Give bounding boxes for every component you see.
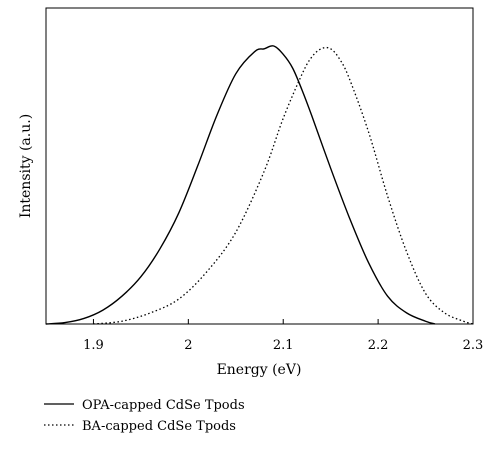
y-axis-label: Intensity (a.u.) [18,114,34,218]
x-tick-label: 2 [184,338,192,353]
plot-frame [45,7,474,325]
legend-label-opa: OPA-capped CdSe Tpods [82,398,245,413]
series-line-opa [45,45,436,325]
x-tick-label: 2.3 [463,338,484,353]
x-tick-label: 2.2 [368,338,389,353]
legend: OPA-capped CdSe Tpods BA-capped CdSe Tpo… [44,398,245,434]
series-line-ba [93,46,474,325]
series-layer [45,45,474,325]
x-axis-ticks: 1.9 2 2.1 2.2 2.3 [83,319,483,353]
x-axis-label: Energy (eV) [217,362,302,378]
x-tick-label: 1.9 [83,338,104,353]
x-tick-label: 2.1 [273,338,294,353]
legend-label-ba: BA-capped CdSe Tpods [82,419,236,434]
